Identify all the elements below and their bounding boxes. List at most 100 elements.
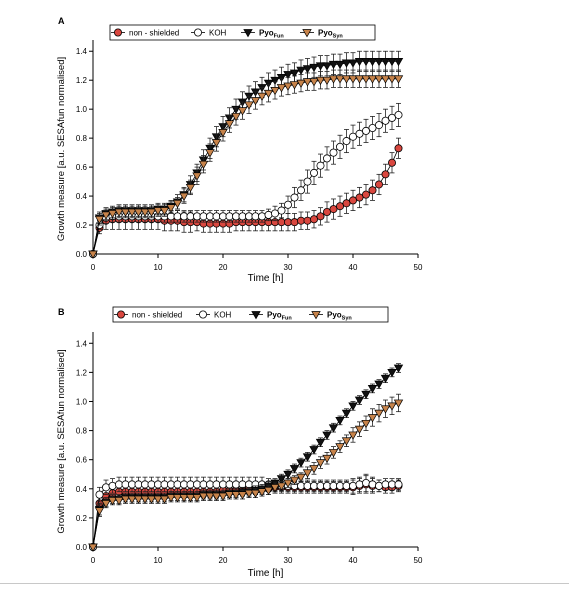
x-tick-label: 20 <box>219 556 228 565</box>
legend-entry-koh: KOH <box>191 28 227 38</box>
series-pyo_syn <box>88 393 404 552</box>
data-point <box>361 126 370 135</box>
legend-label: PyoSyn <box>318 29 343 40</box>
data-point <box>283 71 293 80</box>
data-point <box>108 481 117 490</box>
data-point <box>257 212 266 221</box>
data-point <box>329 148 338 157</box>
data-point <box>120 208 131 217</box>
y-axis-label: Growth measure [a.u. SESAfun normalised] <box>56 349 67 533</box>
data-point <box>335 202 344 211</box>
data-point <box>231 113 241 122</box>
data-point <box>355 480 364 489</box>
x-tick-label: 10 <box>154 263 163 272</box>
data-point <box>114 497 124 506</box>
series-pyo_fun <box>88 363 404 552</box>
data-point <box>309 465 319 474</box>
data-point <box>348 431 358 440</box>
data-point <box>302 469 313 478</box>
data-point <box>354 425 365 435</box>
data-point <box>335 60 345 70</box>
data-point <box>250 97 261 106</box>
data-point <box>322 431 332 440</box>
legend-marker <box>114 28 123 37</box>
data-point <box>140 208 150 217</box>
data-point <box>367 75 378 84</box>
data-point <box>120 495 131 504</box>
data-point <box>393 364 404 373</box>
data-point <box>380 374 391 384</box>
data-point <box>185 184 196 193</box>
data-point <box>270 483 280 493</box>
data-point <box>264 210 273 219</box>
data-point <box>374 75 384 84</box>
data-point <box>374 58 384 67</box>
data-point <box>303 216 312 225</box>
data-point <box>179 494 189 503</box>
data-point <box>368 480 377 489</box>
data-point <box>368 186 377 195</box>
legend-marker <box>198 310 207 319</box>
series-pyo_fun <box>88 50 404 259</box>
legend-entry-koh: KOH <box>196 310 232 320</box>
data-point <box>218 492 228 501</box>
data-point <box>341 59 352 68</box>
data-point <box>277 206 286 215</box>
y-tick-label: 0.0 <box>76 250 88 259</box>
data-point <box>342 137 351 146</box>
data-point <box>296 66 306 75</box>
y-tick-label: 1.2 <box>76 368 88 377</box>
data-point <box>329 205 338 214</box>
data-point <box>328 449 339 458</box>
series-line <box>92 402 399 548</box>
data-point <box>198 492 209 501</box>
data-point <box>361 75 371 84</box>
data-point <box>270 86 280 96</box>
data-point <box>387 113 396 122</box>
panel-label: B <box>58 307 65 317</box>
data-point <box>394 110 403 119</box>
series-koh <box>89 102 403 258</box>
data-point <box>172 199 183 209</box>
data-point <box>328 75 339 84</box>
data-point <box>374 481 383 490</box>
data-point <box>88 250 98 259</box>
data-point <box>367 414 378 423</box>
y-tick-label: 1.2 <box>76 76 88 85</box>
data-point <box>302 78 313 87</box>
series-koh <box>89 473 403 552</box>
data-point <box>231 491 241 500</box>
data-point <box>211 139 222 148</box>
data-point <box>296 79 306 89</box>
data-point <box>237 107 248 116</box>
data-point <box>361 419 371 429</box>
data-point <box>296 473 306 483</box>
data-point <box>224 120 235 129</box>
data-point <box>185 494 196 503</box>
data-point <box>309 215 318 224</box>
data-point <box>289 69 300 78</box>
data-point <box>276 475 287 484</box>
data-point <box>368 124 377 133</box>
legend-marker <box>243 29 253 38</box>
data-point <box>296 186 305 195</box>
data-point <box>348 196 357 205</box>
data-point <box>322 154 331 163</box>
x-tick-label: 20 <box>219 263 228 272</box>
data-point <box>315 438 326 448</box>
y-tick-label: 0.6 <box>76 163 88 172</box>
data-point <box>393 58 404 67</box>
data-point <box>192 494 202 503</box>
data-point <box>315 459 326 468</box>
data-point <box>159 207 170 216</box>
data-point <box>153 495 163 504</box>
legend-label: KOH <box>209 29 227 38</box>
data-point <box>328 60 339 70</box>
series-line <box>92 367 399 548</box>
data-point <box>283 200 292 209</box>
data-point <box>380 58 391 67</box>
data-point <box>387 402 397 411</box>
y-tick-label: 0.8 <box>76 134 88 143</box>
data-point <box>133 208 144 217</box>
legend-subscript: Fun <box>282 316 293 322</box>
